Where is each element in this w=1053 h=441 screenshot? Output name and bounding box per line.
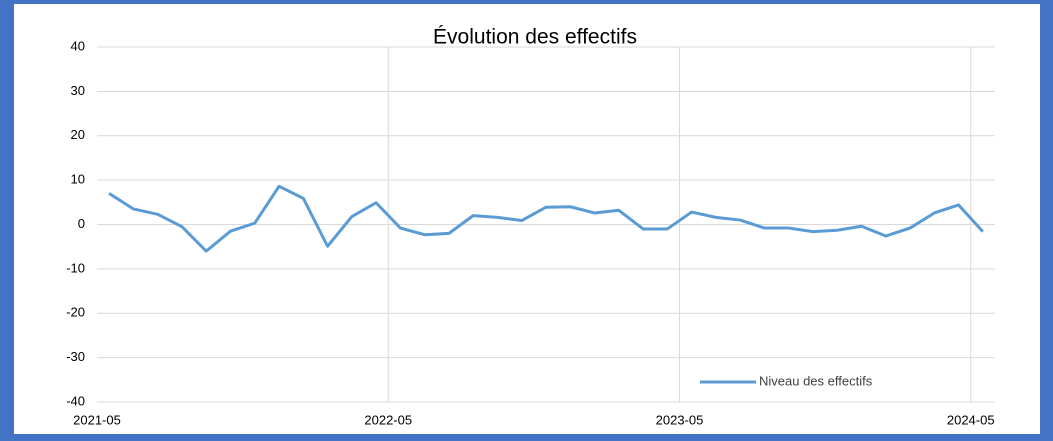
y-tick-label: -40 bbox=[66, 393, 85, 408]
y-tick-label: -20 bbox=[66, 305, 85, 320]
y-tick-label: 20 bbox=[71, 127, 85, 142]
series-line bbox=[108, 184, 984, 253]
y-tick-label: 30 bbox=[71, 83, 85, 98]
x-tick-label: 2022-05 bbox=[364, 412, 412, 427]
y-tick-label: 10 bbox=[71, 172, 85, 187]
y-tick-label: 40 bbox=[71, 38, 85, 53]
x-tick-label: 2024-05 bbox=[947, 412, 995, 427]
y-tick-label: 0 bbox=[78, 216, 85, 231]
legend-label: Niveau des effectifs bbox=[759, 373, 873, 388]
x-tick-label: 2021-05 bbox=[73, 412, 121, 427]
y-tick-label: -10 bbox=[66, 260, 85, 275]
y-tick-label: -30 bbox=[66, 349, 85, 364]
x-tick-label: 2023-05 bbox=[656, 412, 704, 427]
chart-title: Évolution des effectifs bbox=[433, 26, 637, 49]
